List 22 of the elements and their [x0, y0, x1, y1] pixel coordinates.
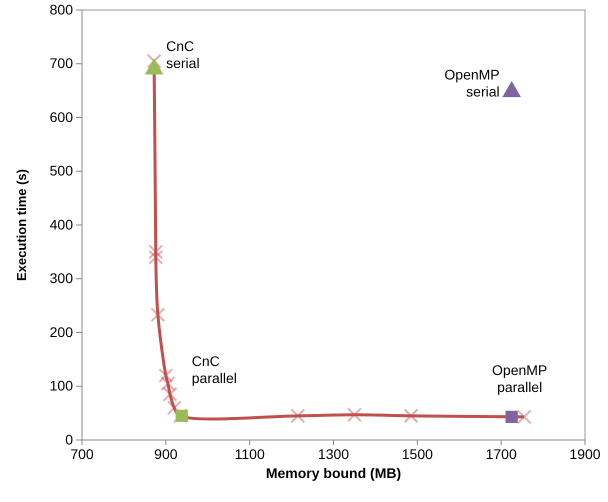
x-tick-label: 1900: [569, 446, 601, 462]
x-axis-title: Memory bound (MB): [266, 465, 402, 481]
x-tick-label: 700: [70, 446, 94, 462]
x-tick-label: 1700: [486, 446, 517, 462]
y-tick-label: 0: [65, 431, 74, 448]
y-tick-label: 700: [50, 55, 74, 72]
y-tick-label: 600: [50, 108, 74, 125]
y-tick-label: 400: [50, 216, 74, 232]
y-axis-title: Execution time (s): [14, 169, 29, 281]
y-tick-label: 200: [50, 324, 74, 340]
series-label: OpenMP parallel: [492, 362, 548, 395]
y-tick-label: 100: [50, 378, 74, 394]
series-label: CnC serial: [166, 38, 200, 72]
x-tick-label: 1100: [234, 446, 265, 462]
y-tick-label: 300: [50, 270, 74, 286]
series-label: CnC parallel: [192, 352, 237, 386]
y-tick-label: 800: [50, 1, 74, 18]
x-tick-label: 1500: [402, 446, 434, 462]
series-label: OpenMP serial: [444, 66, 500, 100]
y-tick-label: 500: [50, 162, 74, 179]
x-tick-label: 1300: [318, 446, 350, 462]
x-tick-label: 900: [154, 446, 178, 462]
